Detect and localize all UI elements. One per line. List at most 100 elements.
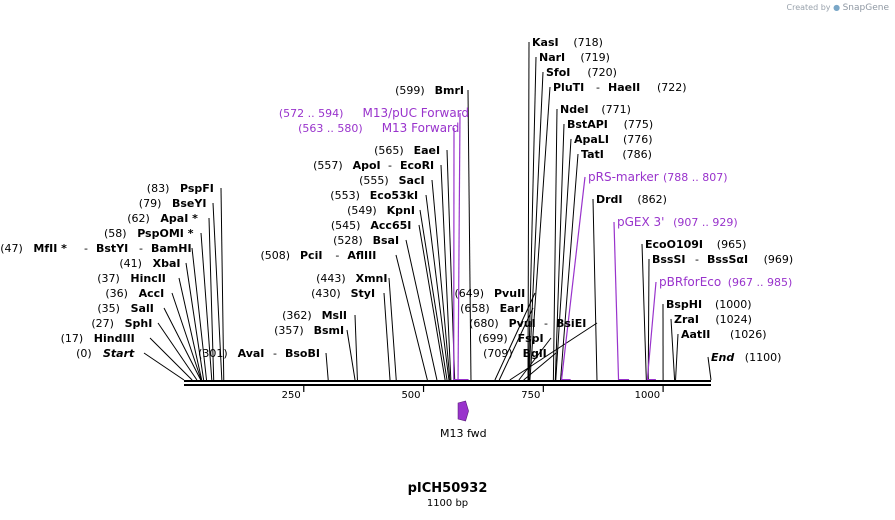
name-separator: - [596,81,600,94]
site-position: (658) [460,302,490,315]
site-label-bsssi: BssSI - BssSαI (969) [652,253,793,266]
enzyme-name: PspOMI * [137,227,194,240]
site-position: (1100) [745,351,782,364]
enzyme-name: HaeII [608,81,640,94]
site-position: (965) [717,238,747,251]
enzyme-name: XmnI [356,272,388,285]
site-label-kpni: (549) KpnI [347,204,415,217]
site-position: (1026) [730,328,767,341]
site-label-sphi: (27) SphI [91,317,152,330]
site-label-avai: (301) AvaI - BsoBI [198,347,320,360]
feature-label: M13 fwd [440,427,487,440]
map-title: pICH50932 [407,481,488,496]
feature-position: (563 .. 580) [298,122,363,135]
connector-start [143,352,185,381]
site-label-saci: (555) SacI [359,174,424,187]
name-separator: - [139,242,143,255]
connector-bseyi [212,202,223,381]
connector-nari [527,56,537,381]
enzyme-name: Start [103,347,135,360]
enzyme-name: DrdI [596,193,623,206]
site-position: (553) [330,189,360,202]
site-position: (357) [274,324,304,337]
site-position: (362) [282,309,312,322]
feature-name: pBRforEco [659,275,721,289]
connector-bsmi [346,329,356,381]
enzyme-name: AatII [681,328,710,341]
connector-zrai [670,318,676,381]
enzyme-name: ApaI * [160,212,198,225]
site-position: (528) [333,234,363,247]
enzyme-name: BstYI [96,242,128,255]
connector-xbai [185,262,205,381]
connector-bsssi [647,258,650,381]
connector-kasi [527,41,530,381]
site-label-bseyi: (79) BseYI [139,197,207,210]
snapgene-credit: Created by ● SnapGene [787,3,890,13]
connector-avai [325,352,329,381]
site-position: (720) [587,66,617,79]
site-label-styi: (430) StyI [311,287,375,300]
feature-name: pGEX 3' [617,215,664,229]
enzyme-name: BssSαI [707,253,748,266]
enzyme-name: ApoI [353,159,381,172]
enzyme-name: BsmI [314,324,345,337]
site-position: (565) [374,144,404,157]
connector-hincii [178,277,203,381]
enzyme-name: StyI [351,287,375,300]
enzyme-name: Eco53kI [370,189,418,202]
site-label-bgli: (709) BglI [483,347,547,360]
connector-pcii [395,254,428,381]
site-label-pvuii: (649) PvuII [455,287,526,300]
site-label-apai: (62) ApaI * [127,212,198,225]
site-position: (430) [311,287,341,300]
enzyme-name: AccI [139,287,165,300]
enzyme-name: PciI [300,249,322,262]
connector-sfoi [528,71,544,381]
connector-pluti [529,86,551,381]
site-position: (555) [359,174,389,187]
enzyme-name: NarI [539,51,565,64]
site-position: (776) [623,133,653,146]
site-position: (35) [97,302,120,315]
feature-position: (572 .. 594) [279,107,344,120]
enzyme-name: AflIII [347,249,376,262]
enzyme-name: HindIII [94,332,135,345]
connector-lines [143,41,712,381]
site-label-bmri: (599) BmrI [395,84,464,97]
feature-name: M13 Forward [382,121,460,135]
feature-position: (907 .. 929) [673,216,738,229]
axis-ticks: 250 500 750 1000 [282,386,664,401]
enzyme-name: KpnI [387,204,415,217]
site-label-pcii: (508) PciI - AflIII [261,249,377,262]
connector-pspfi [220,187,225,381]
enzyme-name: PspFI [180,182,214,195]
site-position: (599) [395,84,425,97]
site-position: (680) [469,317,499,330]
connector-eari [498,307,534,381]
enzyme-name: NdeI [560,103,589,116]
feature-position: (967 .. 985) [728,276,793,289]
feature-connector [457,112,461,381]
feature-track: M13 fwd [440,400,487,440]
connector-xmni [388,277,397,381]
site-position: (27) [91,317,114,330]
feature-name: M13/pUC Forward [363,106,470,120]
site-position: (718) [573,36,603,49]
enzyme-name: ZraI [674,313,699,326]
feature-connector [560,176,586,381]
site-labels: (83) PspFI (79) BseYI (62) ApaI * (58) PspOMI *… [0,36,793,364]
map-length: 1100 bp [426,498,469,509]
connector-acc65i [418,224,446,381]
connector-apoi [440,164,452,381]
site-label-sfoi: SfoI (720) [546,66,617,79]
enzyme-name: BseYI [172,197,206,210]
enzyme-name: BstAPI [567,118,608,131]
feature-label-pbrforeco: pBRforEco (967 .. 985) [659,275,792,289]
site-label-kasi: KasI (718) [532,36,603,49]
feature-position: (788 .. 807) [663,171,728,184]
site-position: (47) [0,242,23,255]
enzyme-name: MslI [322,309,347,322]
enzyme-name: ApaLI [574,133,609,146]
